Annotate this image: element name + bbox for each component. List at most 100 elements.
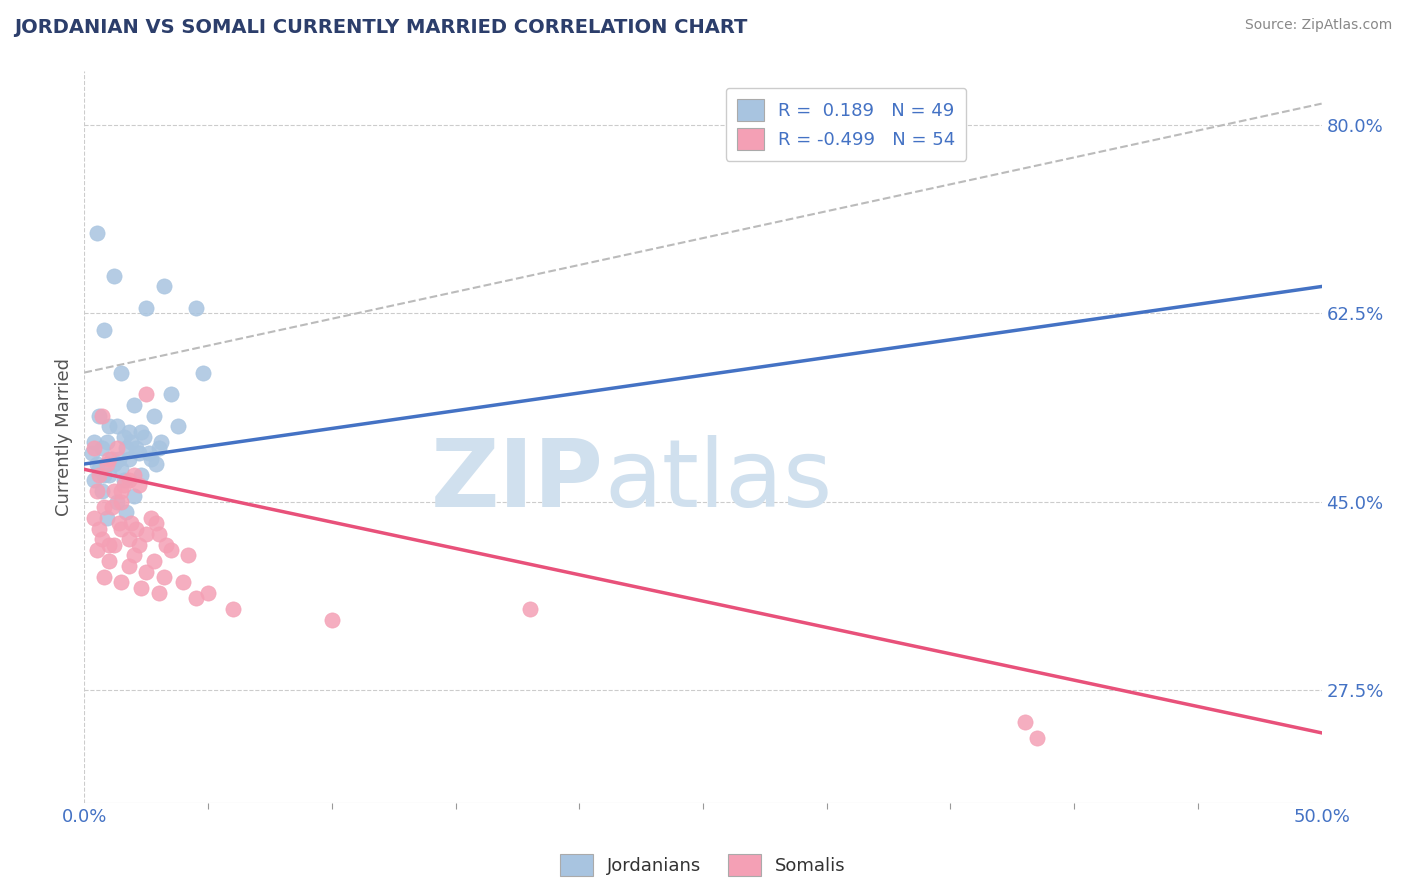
Point [108,516,131,530]
Text: atlas: atlas [605,435,832,527]
Point [115,505,138,519]
Point [96,457,118,471]
Point [321,613,343,627]
Point [177,549,200,563]
Point [1014,715,1036,730]
Point [148,586,170,600]
Point [103,457,125,471]
Point [90,533,112,547]
Point [145,516,167,530]
Point [86,457,108,471]
Point [150,435,173,450]
Point [100,451,122,466]
Point [80,446,103,460]
Point [128,538,150,552]
Point [90,441,112,455]
Point [142,409,165,423]
Point [98,538,121,552]
Point [93,322,115,336]
Point [89,462,111,476]
Point [122,398,145,412]
Point [83,441,105,455]
Point [90,409,112,423]
Point [83,510,105,524]
Point [112,430,135,444]
Point [93,570,115,584]
Point [222,602,245,616]
Point [115,441,138,455]
Point [197,586,219,600]
Point [89,467,111,482]
Point [105,494,128,508]
Point [118,425,141,439]
Point [120,435,142,450]
Point [184,591,207,606]
Point [135,387,157,401]
Point [103,483,125,498]
Point [90,483,112,498]
Point [135,565,157,579]
Y-axis label: Currently Married: Currently Married [55,358,73,516]
Point [86,543,108,558]
Point [145,457,167,471]
Point [96,435,118,450]
Point [112,478,135,492]
Point [129,425,152,439]
Point [125,441,148,455]
Point [89,409,111,423]
Point [167,419,190,434]
Point [184,301,207,315]
Point [138,446,160,460]
Point [142,554,165,568]
Point [98,419,121,434]
Legend: Jordanians, Somalis: Jordanians, Somalis [553,847,853,883]
Point [110,483,132,498]
Point [191,366,214,380]
Point [128,446,150,460]
Point [1026,731,1049,746]
Point [98,451,121,466]
Point [118,533,141,547]
Point [128,478,150,492]
Point [103,268,125,283]
Text: ZIP: ZIP [432,435,605,527]
Point [155,538,177,552]
Point [112,473,135,487]
Point [152,570,174,584]
Point [135,301,157,315]
Point [120,516,142,530]
Point [125,521,148,535]
Point [122,467,145,482]
Point [141,451,163,466]
Point [148,441,170,455]
Point [152,279,174,293]
Point [118,473,141,487]
Point [122,549,145,563]
Legend: R =  0.189   N = 49, R = -0.499   N = 54: R = 0.189 N = 49, R = -0.499 N = 54 [725,87,966,161]
Point [160,387,183,401]
Point [103,538,125,552]
Point [86,483,108,498]
Point [160,543,183,558]
Text: Source: ZipAtlas.com: Source: ZipAtlas.com [1244,18,1392,32]
Point [93,467,115,482]
Point [98,467,121,482]
Point [110,575,132,590]
Point [110,521,132,535]
Point [98,554,121,568]
Point [110,366,132,380]
Point [96,510,118,524]
Point [118,451,141,466]
Point [110,462,132,476]
Point [118,559,141,574]
Point [105,419,128,434]
Point [105,441,128,455]
Point [141,510,163,524]
Point [129,581,152,595]
Point [132,430,155,444]
Point [110,494,132,508]
Point [172,575,194,590]
Point [83,473,105,487]
Point [135,527,157,541]
Point [89,521,111,535]
